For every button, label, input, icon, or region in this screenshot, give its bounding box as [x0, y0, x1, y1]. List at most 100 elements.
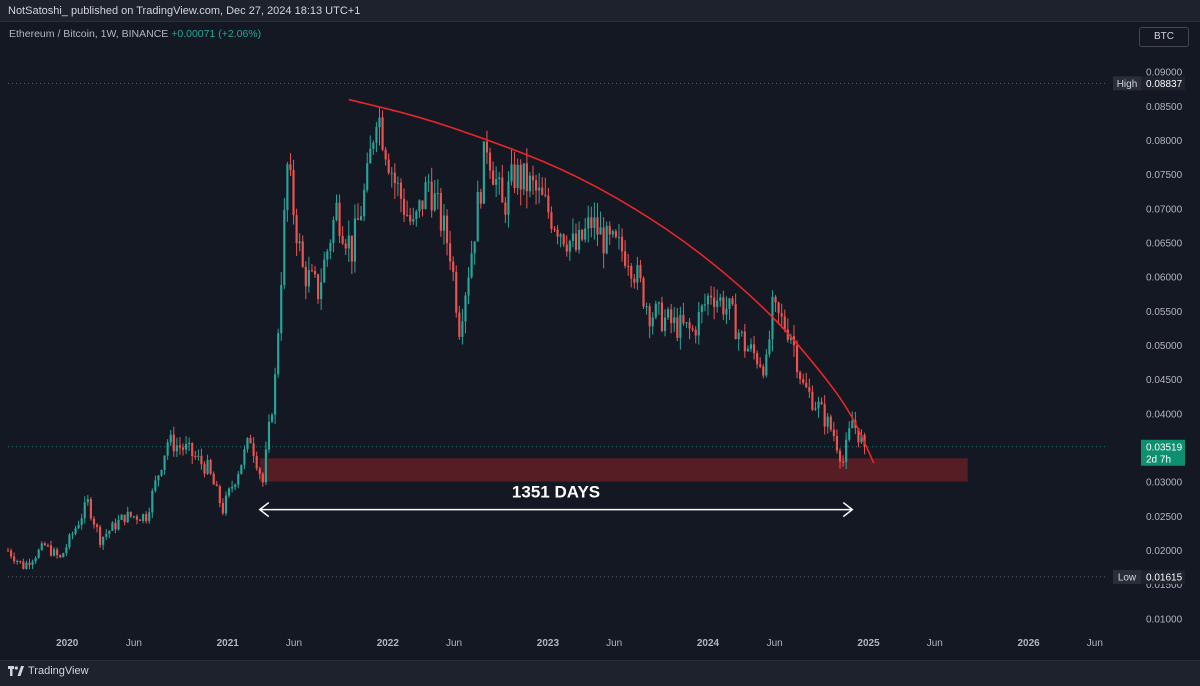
candle-up: [605, 225, 608, 254]
candle-up: [31, 561, 34, 566]
candle-up: [510, 164, 513, 182]
candle-up: [378, 117, 381, 127]
candle-up: [464, 295, 467, 322]
candle-down: [832, 429, 835, 436]
resistance-curve: [348, 98, 875, 464]
price-tick-label: 0.01500: [1146, 580, 1183, 591]
candle-up: [749, 344, 753, 349]
candle-up: [117, 519, 120, 530]
candle-down: [534, 180, 538, 191]
candle-up: [703, 304, 707, 306]
time-tick-label: Jun: [927, 638, 943, 649]
candle-down: [694, 329, 697, 336]
candle-down: [449, 243, 452, 262]
candle-up: [571, 233, 574, 241]
candle-down: [317, 274, 320, 300]
candle-up: [568, 240, 571, 252]
chart-canvas[interactable]: 1351 DAYS 0.010000.015000.020000.025000.…: [0, 0, 1200, 660]
candle-up: [700, 305, 703, 313]
candle-down: [709, 295, 713, 298]
candle-up: [142, 514, 145, 521]
candle-up: [335, 202, 338, 220]
candle-up: [329, 243, 332, 252]
tradingview-logo[interactable]: TradingView: [8, 665, 89, 677]
candle-down: [795, 345, 799, 373]
candle-down: [682, 314, 685, 324]
candle-down: [838, 450, 842, 462]
candle-up: [667, 309, 670, 318]
candle-down: [519, 164, 522, 190]
candle-down: [421, 200, 424, 210]
range-arrow-label: 1351 DAYS: [512, 483, 600, 502]
candle-up: [347, 235, 350, 249]
candle-up: [473, 241, 476, 254]
candle-down: [114, 522, 117, 530]
candle-up: [108, 530, 111, 534]
candle-down: [218, 486, 221, 504]
candle-down: [255, 456, 258, 469]
time-tick-label: Jun: [606, 638, 622, 649]
candle-up: [237, 474, 240, 485]
candle-down: [820, 401, 823, 405]
candle-up: [286, 164, 289, 211]
candle-up: [528, 175, 532, 192]
candle-up: [461, 321, 464, 337]
candle-down: [46, 545, 49, 547]
candle-up: [111, 522, 114, 531]
candle-up: [587, 217, 590, 229]
candle-down: [759, 364, 762, 367]
candle-down: [430, 181, 433, 211]
symbol-legend: Ethereum / Bitcoin, 1W, BINANCE +0.00071…: [9, 28, 261, 40]
candle-up: [132, 516, 135, 518]
candle-down: [406, 214, 409, 216]
candle-up: [206, 459, 209, 474]
candle-down: [777, 302, 780, 314]
candle-up: [860, 434, 863, 443]
price-tick-label: 0.08000: [1146, 136, 1183, 147]
candle-up: [80, 518, 83, 525]
price-axis-bg: [1112, 22, 1200, 660]
candle-up: [188, 442, 191, 444]
candle-down: [92, 518, 96, 525]
candle-up: [522, 163, 525, 190]
resistance-curve-layer: [348, 98, 875, 464]
candle-down: [743, 331, 746, 352]
currency-button[interactable]: BTC: [1139, 27, 1189, 47]
candle-up: [436, 193, 439, 195]
candle-up: [442, 215, 446, 231]
candle-up: [77, 524, 80, 529]
time-tick-label: 2026: [1017, 638, 1040, 649]
price-tick-label: 0.07000: [1146, 204, 1183, 215]
candle-down: [633, 278, 636, 283]
candle-up: [851, 420, 854, 429]
candle-down: [835, 435, 839, 451]
candle-up: [234, 484, 237, 487]
candle-up: [243, 449, 246, 465]
candle-up: [120, 514, 123, 520]
candle-down: [209, 459, 212, 474]
candle-up: [372, 142, 375, 149]
candle-up: [277, 333, 280, 375]
time-tick-label: Jun: [126, 638, 142, 649]
candle-up: [657, 302, 660, 304]
candle-up: [476, 191, 479, 242]
range-arrow-right-head: [842, 501, 854, 518]
candle-up: [685, 322, 688, 324]
candle-down: [295, 215, 298, 244]
candle-down: [6, 550, 10, 552]
candle-down: [624, 251, 627, 266]
candle-down: [805, 382, 808, 388]
candle-up: [68, 534, 71, 548]
candle-down: [200, 455, 203, 465]
candle-down: [95, 524, 99, 527]
candle-up: [673, 317, 676, 324]
time-tick-label: Jun: [446, 638, 462, 649]
candle-up: [507, 181, 510, 215]
candle-up: [415, 211, 418, 220]
candle-up: [126, 511, 129, 523]
candle-down: [301, 241, 304, 267]
candle-down: [553, 228, 556, 230]
candle-down: [129, 511, 132, 517]
candle-up: [227, 488, 231, 496]
candle-down: [639, 265, 642, 279]
